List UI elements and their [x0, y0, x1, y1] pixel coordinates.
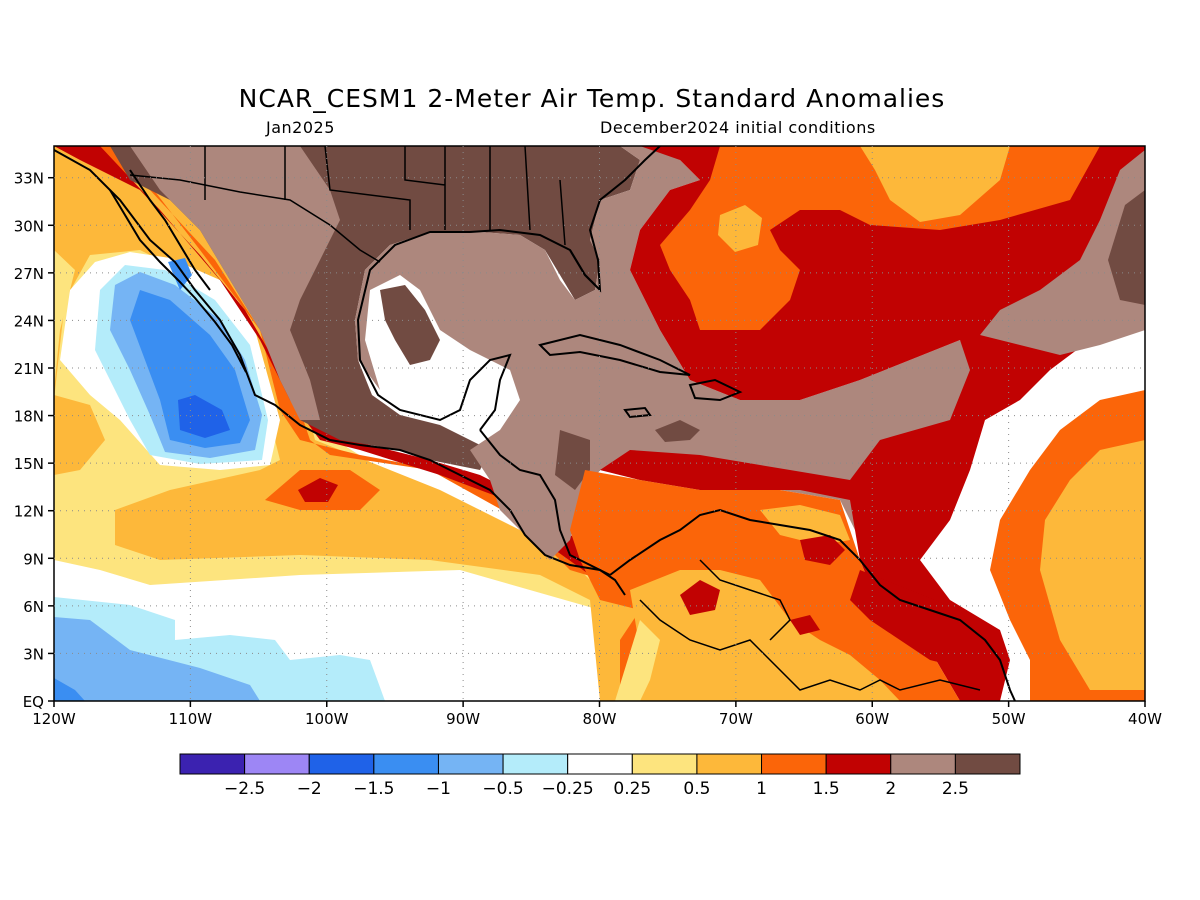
- field-sa-red-3: [790, 615, 820, 635]
- colorbar: −2.5 −2 −1.5 −1 −0.5 −0.25 0.25 0.5 1 1.5 2 2.5: [179, 753, 1021, 799]
- lat-tick-label: 21N: [14, 360, 44, 378]
- field-sa-yellow-light: [615, 620, 660, 701]
- colorbar-swatch: [244, 753, 310, 775]
- coast-cuba: [538, 333, 691, 376]
- field-atlantic-dark-right: [1108, 190, 1145, 305]
- coast-jamaica: [623, 406, 652, 419]
- lon-tick-label: 40W: [1128, 710, 1162, 728]
- colorbar-swatch: [373, 753, 439, 775]
- coast-south-america: [609, 508, 1016, 701]
- coast-sa-border-2: [699, 559, 791, 641]
- map-title: NCAR_CESM1 2-Meter Air Temp. Standard An…: [238, 84, 946, 113]
- colorbar-label: 1: [756, 779, 767, 799]
- field-sa-red-4: [850, 570, 1000, 670]
- field-atlantic-yellow: [860, 146, 1010, 222]
- field-baja-blue-dark: [178, 395, 230, 438]
- coastlines: [54, 146, 1016, 701]
- lon-tick-label: 50W: [992, 710, 1026, 728]
- coast-baja-gulf: [129, 169, 211, 291]
- colorbar-label: 0.25: [613, 779, 651, 799]
- lat-tick-label: 9N: [23, 550, 44, 568]
- field-land-mid: [130, 146, 340, 420]
- field-gulf-dark-patch: [555, 430, 590, 490]
- colorbar-swatch: [890, 753, 956, 775]
- field-eq-blue: [54, 617, 260, 701]
- coast-sa-interior-border: [639, 599, 981, 691]
- coast-central-america: [479, 429, 611, 576]
- field-baja-gulf-blue: [168, 258, 192, 290]
- colorbar-swatch: [954, 753, 1021, 775]
- anomaly-map: 120W 110W 100W 90W 80W 70W 60W 50W 40W 33N 30N 27N 2…: [14, 145, 1162, 799]
- initial-conditions: December2024 initial conditions: [600, 118, 876, 137]
- colorbar-swatch: [502, 753, 569, 775]
- colorbar-label: 2: [885, 779, 896, 799]
- field-atlantic-yellow-se: [1040, 440, 1145, 690]
- colorbar-label: −2.5: [224, 779, 265, 799]
- lon-tick-label: 120W: [32, 710, 76, 728]
- field-pacific-red-spot: [298, 478, 338, 502]
- forecast-month: Jan2025: [266, 118, 335, 137]
- colorbar-swatch: [179, 753, 246, 775]
- lat-tick-label: 3N: [23, 645, 44, 663]
- colorbar-label: 0.5: [683, 779, 710, 799]
- colorbar-label: −1.5: [353, 779, 394, 799]
- colorbar-label: −2: [297, 779, 322, 799]
- field-pacific-yellow: [54, 146, 660, 701]
- field-atlantic-brown-right: [980, 150, 1145, 355]
- coast-baja: [109, 189, 247, 373]
- colorbar-label: −0.25: [542, 779, 594, 799]
- anomaly-field: [54, 146, 1145, 701]
- lat-tick-label: 18N: [14, 408, 44, 426]
- lon-tick-label: 90W: [446, 710, 480, 728]
- field-mexico-inner-dark: [380, 285, 440, 365]
- lon-tick-label: 100W: [305, 710, 349, 728]
- colorbar-swatch: [437, 753, 504, 775]
- graticule: [54, 146, 1145, 701]
- field-eq-blue-mid: [54, 678, 85, 701]
- us-state-borders: [204, 146, 566, 246]
- lon-tick-label: 80W: [583, 710, 617, 728]
- field-atlantic-yellow-2: [718, 205, 762, 252]
- lat-tick-label: 27N: [14, 265, 44, 283]
- lat-tick-label: 6N: [23, 598, 44, 616]
- us-mexico-border: [129, 174, 381, 263]
- field-west-yellow-light: [54, 250, 75, 390]
- field-atlantic-orange: [660, 146, 1100, 330]
- field-sa-red-2: [800, 535, 845, 565]
- coast-mexico-pacific: [54, 149, 626, 596]
- colorbar-swatch: [567, 753, 633, 775]
- field-carib-dark-patch: [655, 420, 700, 442]
- colorbar-swatch: [631, 753, 698, 775]
- colorbar-label: −1: [426, 779, 451, 799]
- map-axes: 120W 110W 100W 90W 80W 70W 60W 50W 40W 33N 30N 27N 2…: [14, 170, 1162, 728]
- colorbar-swatch: [825, 753, 892, 775]
- lat-tick-label: EQ: [23, 693, 44, 711]
- lat-tick-label: 15N: [14, 455, 44, 473]
- colorbar-swatch: [308, 753, 375, 775]
- lon-tick-label: 110W: [169, 710, 213, 728]
- lat-tick-label: 12N: [14, 503, 44, 521]
- colorbar-label: 1.5: [813, 779, 840, 799]
- coast-hispaniola: [688, 378, 743, 402]
- lon-tick-label: 60W: [855, 710, 889, 728]
- colorbar-label: −0.5: [482, 779, 523, 799]
- colorbar-swatch: [696, 753, 763, 775]
- lon-tick-label: 70W: [719, 710, 753, 728]
- lat-tick-label: 33N: [14, 170, 44, 188]
- colorbar-label: 2.5: [942, 779, 969, 799]
- lat-tick-label: 24N: [14, 312, 44, 330]
- coast-florida: [569, 146, 661, 293]
- lat-tick-label: 30N: [14, 217, 44, 235]
- colorbar-swatch: [761, 753, 827, 775]
- field-pacific-yellow-west: [54, 395, 105, 475]
